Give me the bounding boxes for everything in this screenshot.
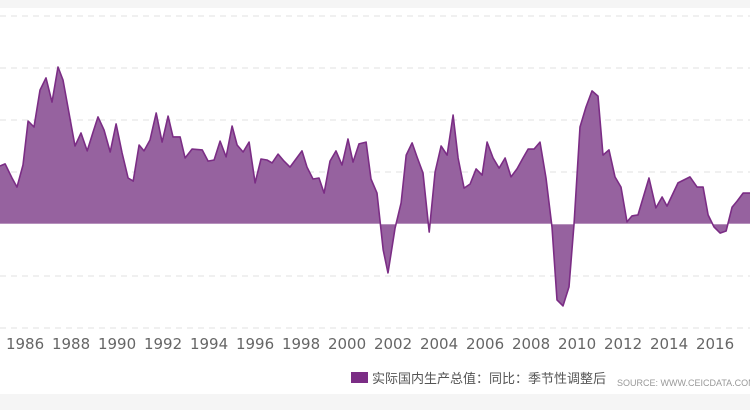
legend-label: 实际国内生产总值：同比：季节性调整后	[372, 372, 607, 387]
legend: 实际国内生产总值：同比：季节性调整后	[351, 368, 606, 387]
x-tick-label: 1986	[6, 335, 44, 353]
series-line	[0, 66, 750, 307]
x-tick-label: 2012	[604, 335, 642, 353]
x-tick-label: 2000	[328, 335, 366, 353]
series-area	[0, 67, 750, 306]
x-tick-label: 1998	[282, 335, 320, 353]
x-tick-label: 1992	[144, 335, 182, 353]
x-tick-label: 2016	[696, 335, 734, 353]
x-tick-label: 2014	[650, 335, 688, 353]
x-tick-label: 1990	[98, 335, 136, 353]
x-axis-ticks: 1986 1988 1990 1992 1994 1996 1998 2000 2002 2004…	[6, 335, 734, 353]
series-group	[0, 66, 750, 307]
x-tick-label: 1994	[190, 335, 228, 353]
x-tick-label: 2002	[374, 335, 412, 353]
legend-swatch	[351, 372, 368, 383]
top-band	[0, 0, 750, 8]
x-tick-label: 2006	[466, 335, 504, 353]
x-tick-label: 2004	[420, 335, 458, 353]
x-tick-label: 1988	[52, 335, 90, 353]
x-tick-label: 2010	[558, 335, 596, 353]
x-tick-label: 1996	[236, 335, 274, 353]
source-note: SOURCE: WWW.CEICDATA.COM	[617, 378, 750, 388]
x-tick-label: 2008	[512, 335, 550, 353]
bottom-band	[0, 394, 750, 410]
